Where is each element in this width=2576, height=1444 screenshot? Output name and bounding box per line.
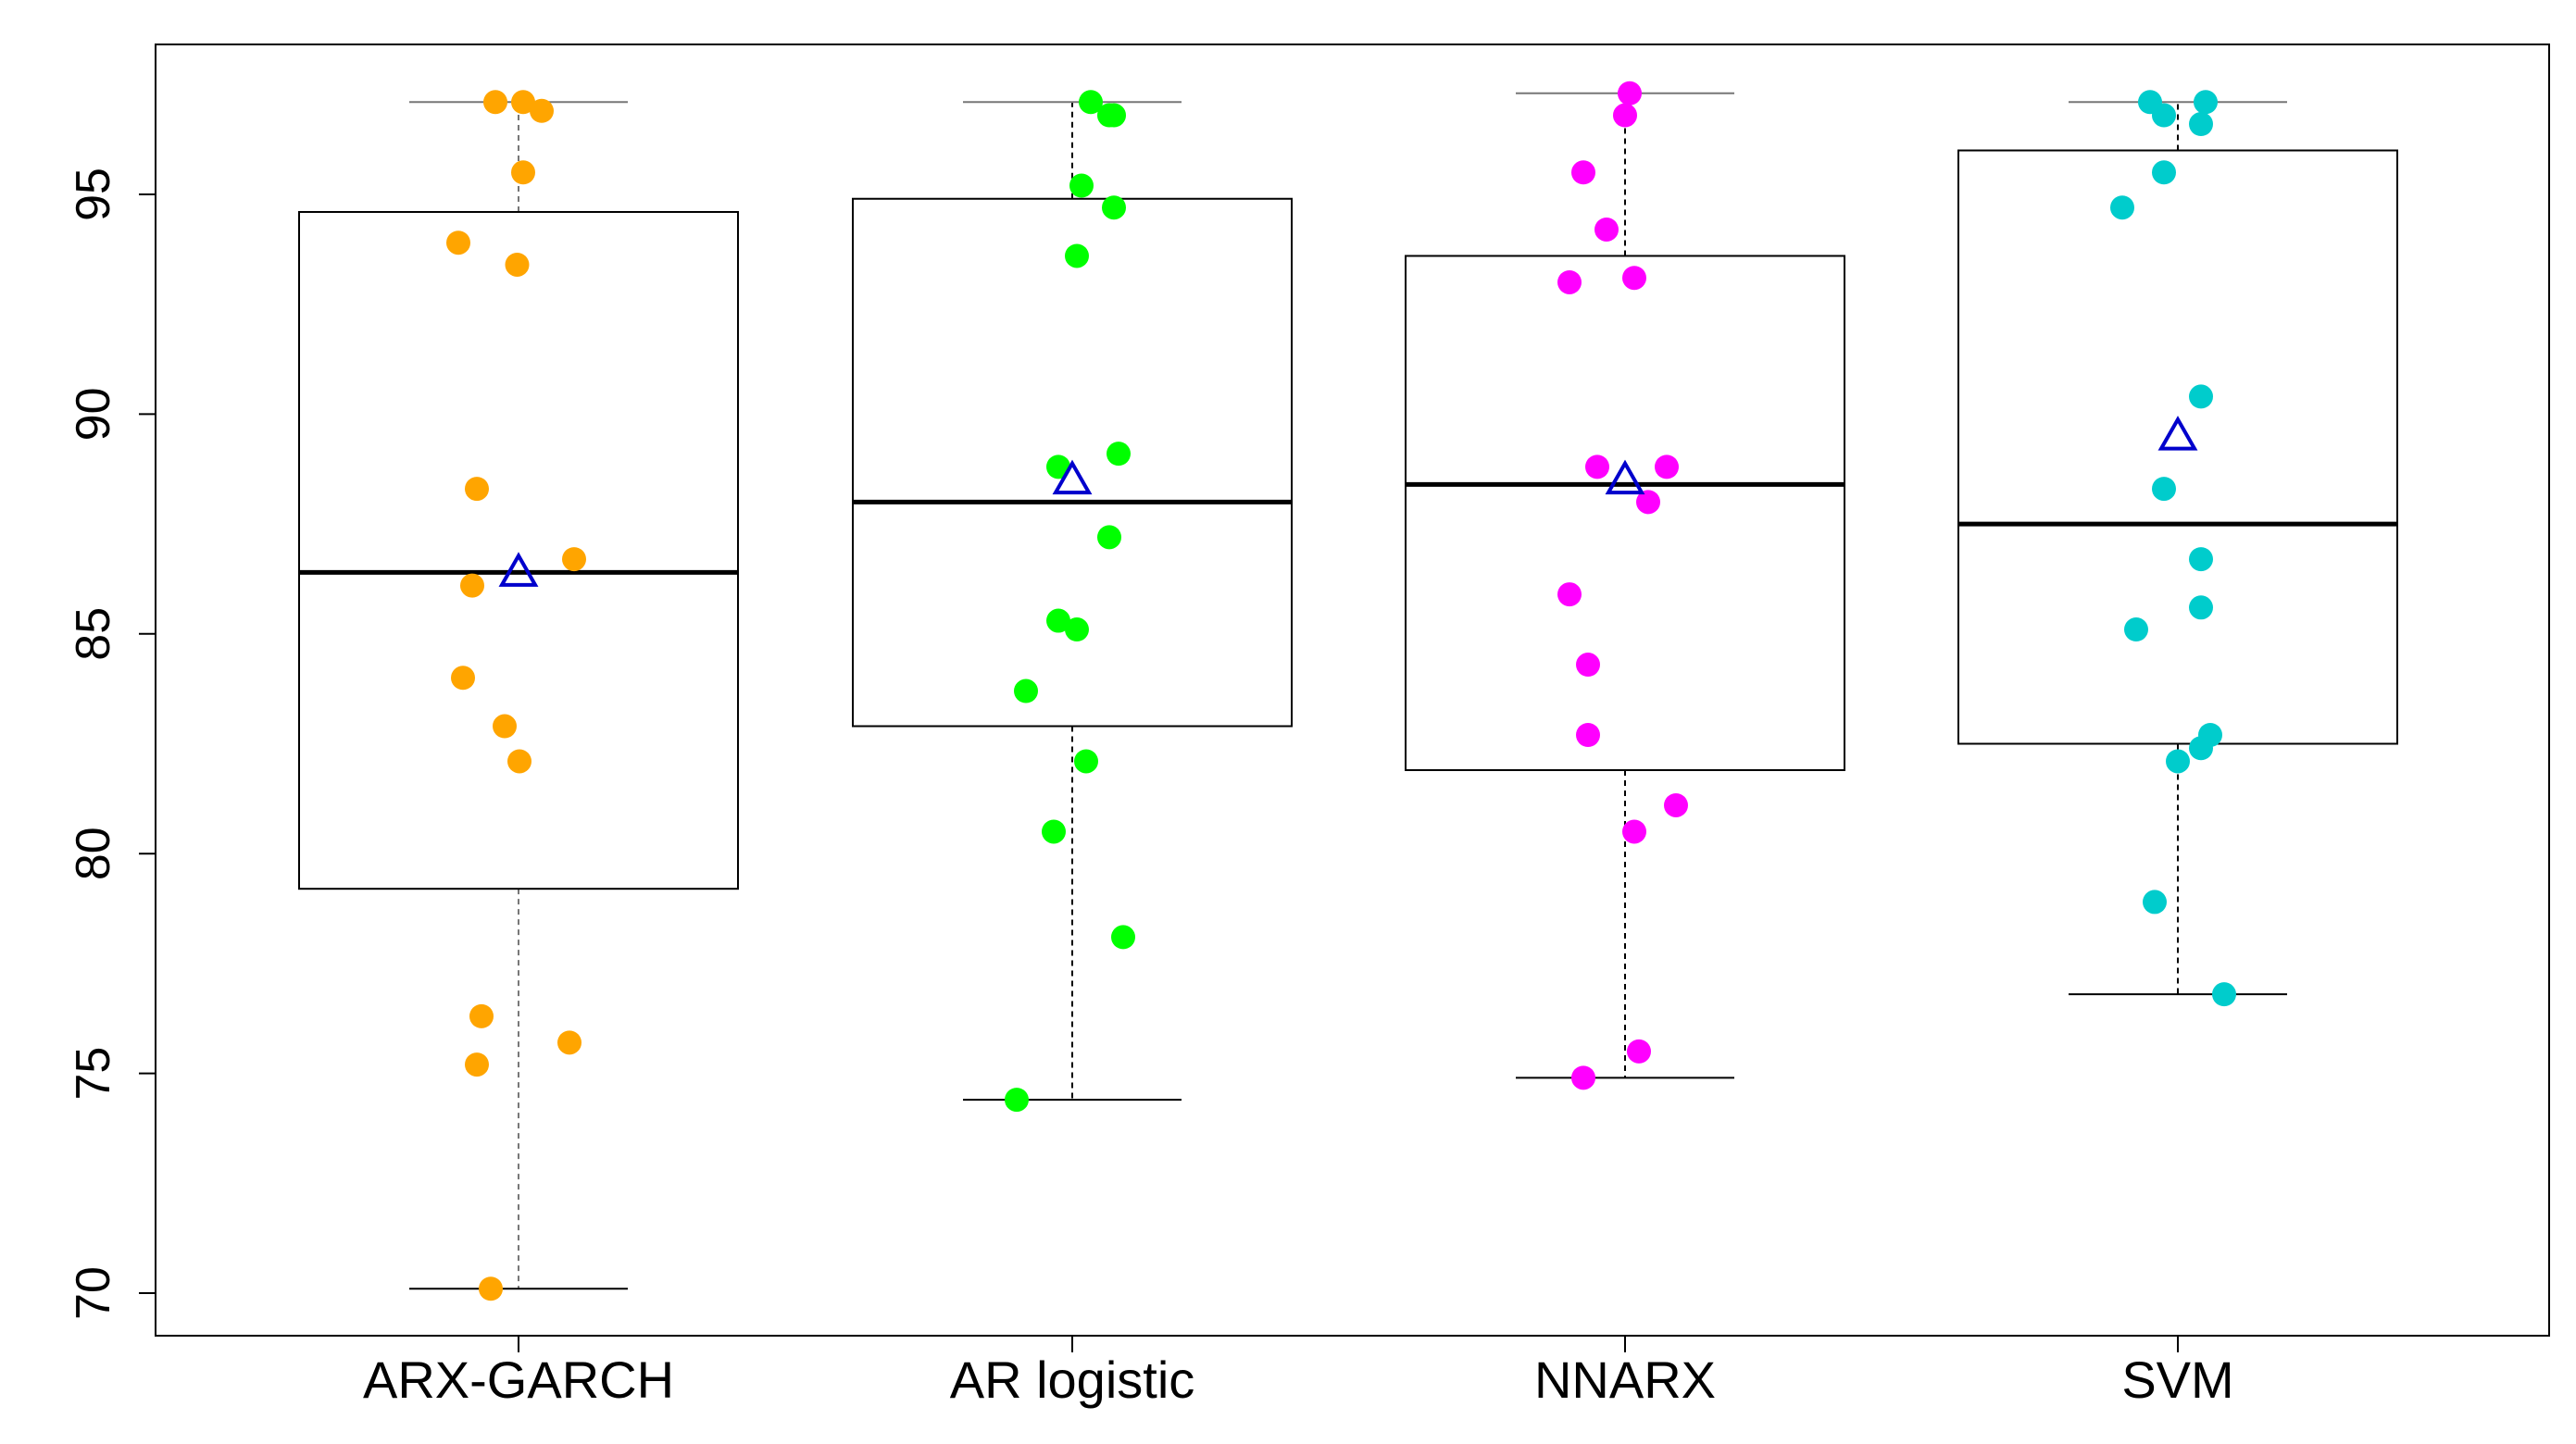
mean-marker <box>2157 416 2198 451</box>
box-group-svm <box>1957 90 2398 1007</box>
data-point <box>483 90 507 115</box>
data-point <box>530 98 554 123</box>
data-point <box>460 573 484 598</box>
data-point <box>1627 1039 1651 1064</box>
data-point <box>1014 678 1038 703</box>
data-point <box>1069 173 1094 198</box>
data-point <box>1107 442 1131 467</box>
data-point <box>1571 1065 1595 1090</box>
data-point <box>1618 81 1642 106</box>
data-point <box>2212 982 2236 1007</box>
data-point <box>1042 819 1066 844</box>
box-group-ar-logistic <box>852 90 1293 1113</box>
data-point <box>505 252 530 277</box>
data-point <box>2124 617 2148 642</box>
data-point <box>2152 477 2176 502</box>
data-point <box>1622 819 1646 844</box>
data-point <box>2189 547 2213 572</box>
data-point <box>1585 454 1609 479</box>
data-point <box>1065 617 1089 642</box>
data-point <box>465 477 489 502</box>
data-point <box>1613 103 1637 128</box>
data-point <box>562 547 586 572</box>
data-point <box>1046 608 1070 633</box>
y-tick-label: 85 <box>67 607 120 661</box>
mean-marker <box>1605 459 1645 495</box>
data-point <box>2110 195 2134 220</box>
iqr-box <box>298 210 739 890</box>
data-point <box>2189 736 2213 761</box>
y-axis: 70 75 80 85 90 95 <box>67 168 156 1320</box>
data-point <box>1097 525 1121 550</box>
data-point <box>2152 160 2176 185</box>
data-point <box>1622 266 1646 291</box>
iqr-box <box>1957 149 2398 745</box>
y-tick-label: 75 <box>67 1047 120 1101</box>
data-point <box>1102 195 1126 220</box>
data-point <box>1005 1088 1029 1113</box>
box-groups <box>298 81 2398 1301</box>
data-point <box>1594 217 1619 242</box>
y-tick-label: 80 <box>67 827 120 880</box>
data-point <box>1636 490 1660 515</box>
data-point <box>479 1276 503 1301</box>
y-tick-label: 95 <box>67 168 120 221</box>
iqr-box <box>1405 255 1845 771</box>
data-point <box>1557 269 1582 294</box>
mean-marker <box>1052 459 1093 495</box>
x-axis: ARX-GARCH AR logistic NNARX SVM <box>363 1336 2234 1409</box>
data-point <box>2194 90 2218 115</box>
data-point <box>1557 582 1582 607</box>
data-point <box>507 749 531 774</box>
data-point <box>1664 792 1688 817</box>
data-point <box>1102 103 1126 128</box>
data-point <box>1065 243 1089 268</box>
x-tick-label: ARX-GARCH <box>363 1351 674 1409</box>
mean-marker <box>498 552 539 587</box>
data-point <box>1576 653 1600 678</box>
y-tick-label: 70 <box>67 1266 120 1320</box>
data-point <box>469 1003 494 1028</box>
data-point <box>493 714 517 739</box>
data-point <box>1655 454 1679 479</box>
data-point <box>1576 723 1600 748</box>
iqr-box <box>852 197 1293 728</box>
data-point <box>2189 112 2213 137</box>
data-point <box>451 666 475 691</box>
box-group-arx-garch <box>298 90 739 1301</box>
plot-frame <box>155 44 2550 1337</box>
data-point <box>557 1030 581 1055</box>
data-point <box>511 90 535 115</box>
data-point <box>446 230 470 255</box>
data-point <box>1111 925 1135 950</box>
y-tick-label: 90 <box>67 387 120 441</box>
data-point <box>1074 749 1098 774</box>
x-tick-label: AR logistic <box>950 1351 1195 1409</box>
box-group-nnarx <box>1405 81 1845 1090</box>
data-point <box>2189 384 2213 409</box>
data-point <box>2152 103 2176 128</box>
x-tick-label: SVM <box>2121 1351 2233 1409</box>
data-point <box>2143 890 2167 915</box>
data-point <box>511 160 535 185</box>
data-point <box>1046 454 1070 479</box>
data-point <box>2189 595 2213 620</box>
data-point <box>465 1052 489 1077</box>
data-point <box>1079 90 1103 115</box>
x-tick-label: NNARX <box>1534 1351 1716 1409</box>
data-point <box>2166 749 2190 774</box>
data-point <box>1571 160 1595 185</box>
